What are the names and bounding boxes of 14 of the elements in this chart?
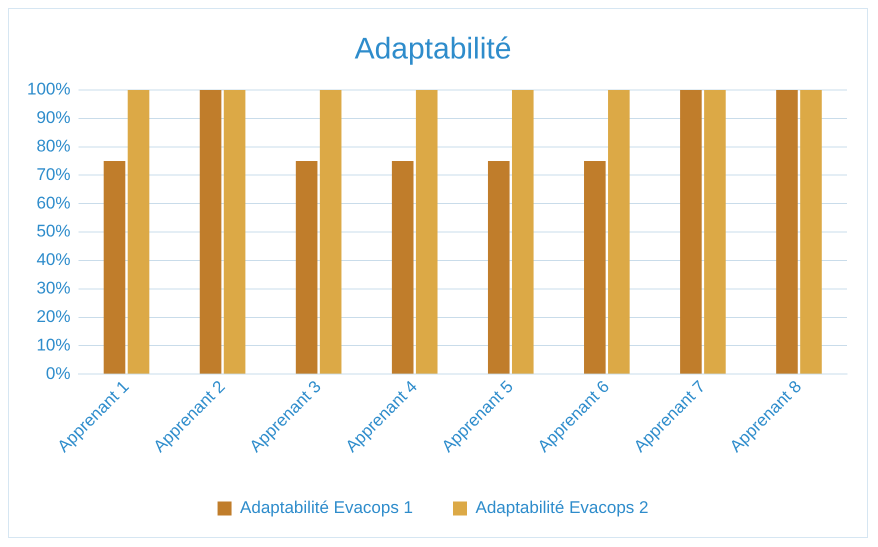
y-tick-label: 50% (36, 222, 70, 241)
y-tick-label: 0% (46, 364, 70, 383)
chart-title: Adaptabilité (354, 32, 512, 66)
y-tick-label: 20% (36, 306, 70, 326)
y-tick-label: 100% (26, 80, 70, 99)
legend-label: Adaptabilité Evacops 2 (476, 498, 648, 518)
y-tick-label: 70% (36, 164, 70, 184)
y-tick-label: 40% (36, 250, 70, 270)
y-tick-label: 80% (36, 136, 70, 156)
y-tick-label: 30% (36, 278, 70, 298)
legend-label: Adaptabilité Evacops 1 (240, 498, 414, 518)
y-tick-label: 90% (36, 108, 70, 128)
y-tick-label: 60% (36, 193, 70, 212)
y-tick-label: 10% (36, 335, 70, 354)
